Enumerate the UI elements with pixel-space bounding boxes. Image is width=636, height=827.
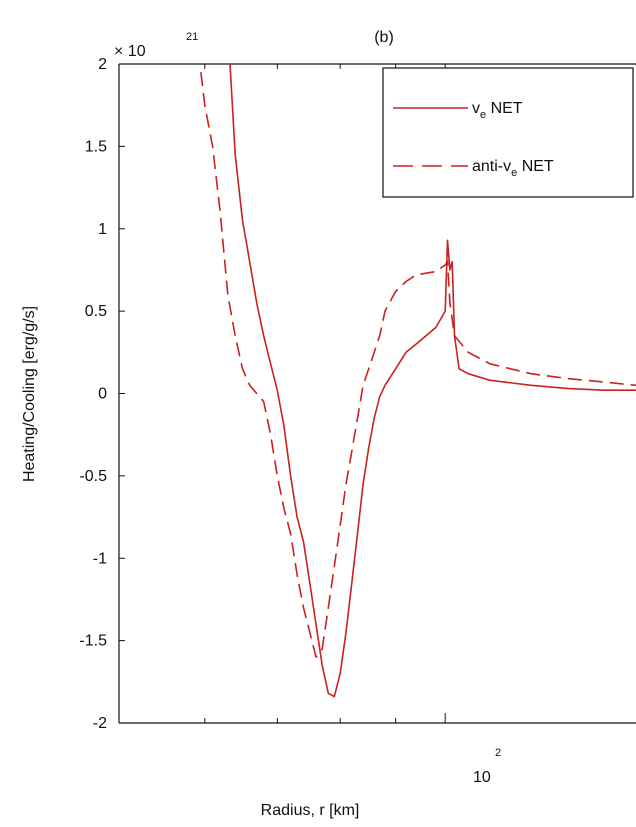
series-layer — [200, 64, 636, 698]
legend-entry-2-suffix: NET — [517, 158, 554, 175]
y-multiplier-base: × 10 — [114, 43, 146, 60]
y-tick-label: -1 — [93, 550, 107, 567]
x-major-tick-label: 10 2 — [473, 747, 501, 786]
series-line-nu-e-net — [229, 64, 636, 698]
y-multiplier: × 10 21 — [114, 31, 198, 60]
legend-entry-1-suffix: NET — [486, 100, 523, 117]
legend-entry-2-main: anti-v — [472, 158, 511, 175]
x-tick-label-exponent: 2 — [495, 747, 501, 759]
x-tick-label-base: 10 — [473, 769, 491, 786]
legend-entry-1: ve NET — [472, 100, 523, 121]
y-tick-label: -1.5 — [79, 633, 107, 650]
legend-entry-1-main: v — [472, 100, 480, 117]
legend-entry-2-sub: e — [511, 167, 517, 179]
y-tick-label: 2 — [98, 56, 107, 73]
legend-entry-2: anti-ve NET — [472, 158, 554, 179]
y-tick-label: 1.5 — [85, 138, 107, 155]
panel-label: (b) — [374, 29, 394, 46]
y-multiplier-exponent: 21 — [186, 31, 198, 43]
y-axis: -2 -1.5 -1 -0.5 0 0.5 1 1.5 2 — [79, 56, 125, 732]
y-tick-label: -0.5 — [79, 468, 107, 485]
x-axis-label: Radius, r [km] — [261, 802, 360, 819]
series-line-anti-nu-e-net — [200, 72, 636, 658]
y-tick-label: 1 — [98, 221, 107, 238]
y-tick-label: -2 — [93, 715, 107, 732]
y-tick-label: 0.5 — [85, 303, 107, 320]
legend-box — [382, 67, 634, 198]
legend-entry-1-sub: e — [480, 109, 486, 121]
legend: ve NET anti-ve NET — [382, 67, 634, 198]
y-tick-label: 0 — [98, 386, 107, 403]
y-axis-label: Heating/Cooling [erg/g/s] — [21, 306, 38, 482]
